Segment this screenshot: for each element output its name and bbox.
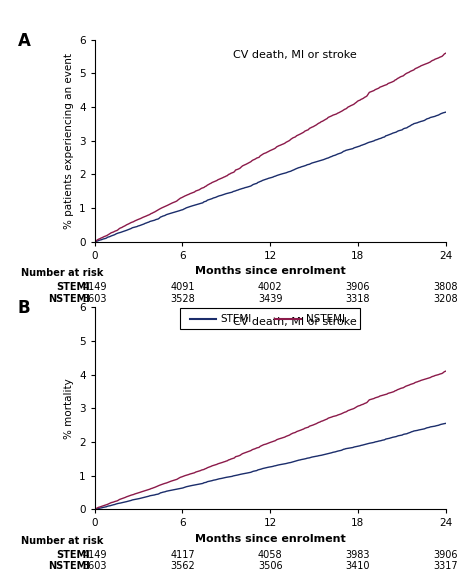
X-axis label: Months since enrolment: Months since enrolment — [195, 266, 346, 277]
Text: 3318: 3318 — [346, 294, 370, 304]
Text: B: B — [18, 299, 30, 317]
Text: 4149: 4149 — [82, 282, 107, 292]
Text: 3528: 3528 — [170, 294, 195, 304]
Text: Number at risk: Number at risk — [21, 268, 104, 278]
Text: NSTEMI: NSTEMI — [306, 314, 345, 324]
Text: 3317: 3317 — [433, 561, 458, 569]
Text: 4091: 4091 — [170, 282, 195, 292]
Y-axis label: % patients experiencing an event: % patients experiencing an event — [64, 53, 73, 229]
Text: 4117: 4117 — [170, 550, 195, 560]
Text: CV death, MI or stroke: CV death, MI or stroke — [233, 50, 356, 60]
Text: 4002: 4002 — [258, 282, 283, 292]
Text: 4149: 4149 — [82, 550, 107, 560]
Text: 3603: 3603 — [82, 561, 107, 569]
Text: 3208: 3208 — [433, 294, 458, 304]
Text: 3906: 3906 — [433, 550, 458, 560]
Text: Number at risk: Number at risk — [21, 535, 104, 546]
Text: 4058: 4058 — [258, 550, 283, 560]
Text: 3906: 3906 — [346, 282, 370, 292]
X-axis label: Months since enrolment: Months since enrolment — [195, 534, 346, 544]
Text: STEMI: STEMI — [56, 550, 90, 560]
Text: STEMI: STEMI — [56, 282, 90, 292]
Text: 3410: 3410 — [346, 561, 370, 569]
Text: STEMI: STEMI — [220, 314, 252, 324]
Text: 3439: 3439 — [258, 294, 283, 304]
Text: NSTEMI: NSTEMI — [48, 561, 90, 569]
Text: NSTEMI: NSTEMI — [48, 294, 90, 304]
Y-axis label: % mortality: % mortality — [64, 378, 73, 439]
Text: CV death, MI or stroke: CV death, MI or stroke — [233, 318, 356, 327]
Text: A: A — [18, 32, 30, 50]
Text: 3562: 3562 — [170, 561, 195, 569]
Text: 3603: 3603 — [82, 294, 107, 304]
Text: 3983: 3983 — [346, 550, 370, 560]
Text: 3808: 3808 — [433, 282, 458, 292]
Text: 3506: 3506 — [258, 561, 283, 569]
